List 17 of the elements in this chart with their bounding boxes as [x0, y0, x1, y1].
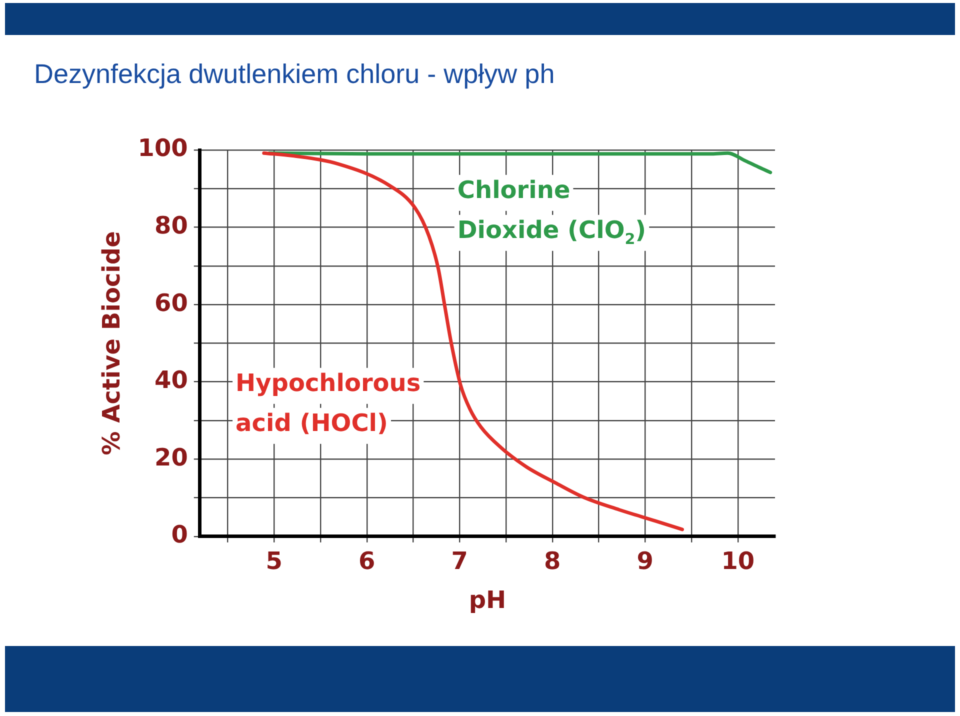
y-axis-title: % Active Biocide: [98, 231, 126, 456]
y-tick-label: 20: [154, 443, 188, 472]
series-label: Hypochlorous acid (HOCl): [236, 369, 421, 438]
x-tick-label: 9: [636, 547, 654, 576]
x-tick-label: 8: [544, 547, 561, 576]
x-tick-label: 7: [451, 547, 468, 576]
y-tick-label: 0: [171, 520, 188, 549]
y-tick-label: 40: [154, 366, 188, 394]
x-tick-label: 6: [358, 547, 376, 576]
y-tick-label: 100: [138, 134, 188, 162]
x-axis-title: pH: [468, 586, 506, 614]
x-tick-label: 10: [721, 547, 755, 576]
line-series: [268, 151, 772, 174]
y-tick-label: 60: [154, 288, 188, 317]
x-tick-label: 5: [266, 547, 282, 576]
y-tick-label: 80: [154, 212, 188, 240]
chart-title: Dezynfekcja dwutlenkiem chloru - wpływ ph: [34, 58, 556, 91]
